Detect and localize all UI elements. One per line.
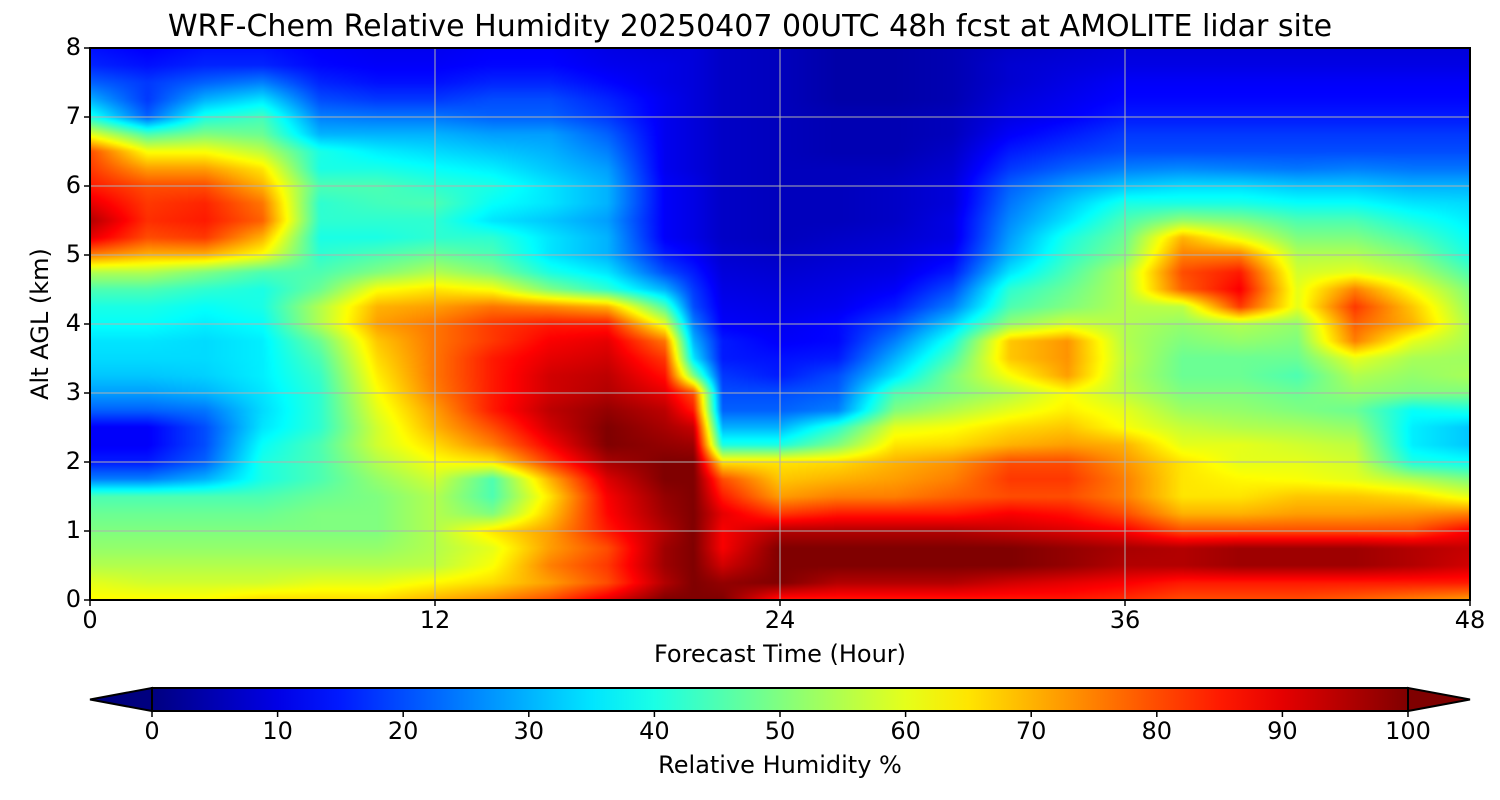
colorbar-label: Relative Humidity % xyxy=(658,751,902,779)
y-tick-label: 7 xyxy=(65,102,81,130)
colorbar-tick-label: 100 xyxy=(1385,717,1431,745)
colorbar-extend-low xyxy=(89,686,153,713)
x-tick-label: 12 xyxy=(419,606,451,634)
y-tick-label: 4 xyxy=(65,309,81,337)
y-tick-label: 1 xyxy=(65,516,81,544)
y-tick-label: 5 xyxy=(65,240,81,268)
colorbar-tick-label: 60 xyxy=(890,717,921,745)
colorbar xyxy=(89,686,1471,717)
chart-title: WRF-Chem Relative Humidity 20250407 00UT… xyxy=(167,9,1333,44)
colorbar-gradient xyxy=(152,688,1408,711)
colorbar-tick-label: 80 xyxy=(1141,717,1173,745)
colorbar-tick-label: 0 xyxy=(144,717,160,745)
colorbar-tick-label: 90 xyxy=(1267,717,1298,745)
colorbar-extend-high xyxy=(1407,686,1471,713)
y-tick-label: 3 xyxy=(65,378,81,406)
y-tick-label: 0 xyxy=(65,585,81,613)
colorbar-tick-label: 30 xyxy=(513,717,545,745)
y-axis-label: Alt AGL (km) xyxy=(26,248,54,400)
x-tick-label: 0 xyxy=(82,606,98,634)
gridlines xyxy=(90,48,1470,600)
colorbar-tick-marks xyxy=(151,711,1409,717)
y-tick-label: 2 xyxy=(65,447,81,475)
colorbar-tick-label: 20 xyxy=(387,717,419,745)
x-tick-label: 36 xyxy=(1109,606,1141,634)
x-axis-label: Forecast Time (Hour) xyxy=(653,640,907,668)
y-tick-label: 6 xyxy=(65,171,81,199)
colorbar-tick-label: 50 xyxy=(764,717,796,745)
colorbar-tick-label: 70 xyxy=(1015,717,1047,745)
y-tick-label: 8 xyxy=(65,33,81,61)
x-tick-label: 24 xyxy=(764,606,796,634)
colorbar-tick-label: 10 xyxy=(262,717,293,745)
colorbar-tick-label: 40 xyxy=(639,717,670,745)
y-tick-marks xyxy=(84,47,90,601)
x-tick-label: 48 xyxy=(1454,606,1486,634)
x-tick-marks xyxy=(89,600,1471,606)
